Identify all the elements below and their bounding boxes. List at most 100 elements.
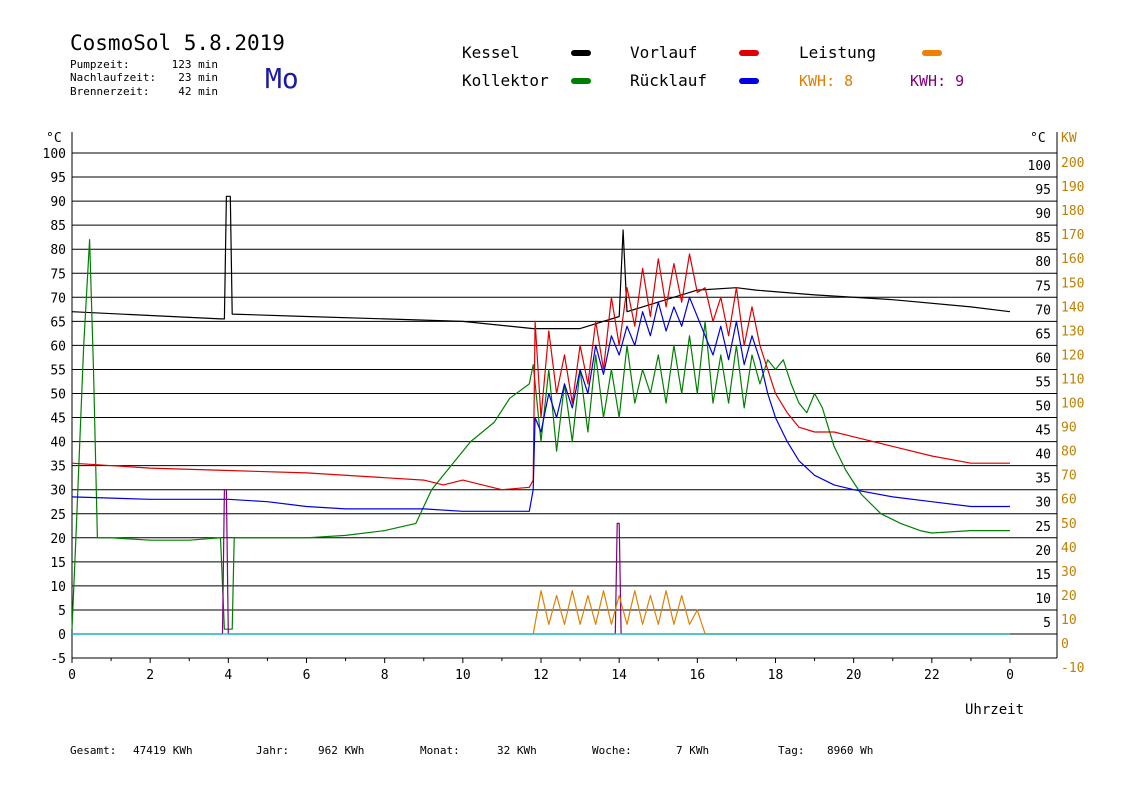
stat-label-brennerzeit: Brennerzeit: xyxy=(70,85,149,98)
x-tick-label: 16 xyxy=(690,668,706,683)
kw-tick-label: 110 xyxy=(1061,372,1084,387)
footer-label-woche: Woche: xyxy=(592,744,632,757)
x-tick-label: 10 xyxy=(455,668,471,683)
y-tick-label-right: 75 xyxy=(1035,279,1051,294)
y-tick-label-left: 35 xyxy=(50,460,66,475)
y-tick-label-right: 80 xyxy=(1035,255,1051,270)
y-tick-label-left: 40 xyxy=(50,436,66,451)
legend-swatch-vorlauf xyxy=(739,50,759,56)
series-line-kessel xyxy=(71,195,1011,330)
legend-label-vorlauf: Vorlauf xyxy=(630,43,697,62)
y-tick-label-right: 100 xyxy=(1028,159,1051,174)
footer-value-monat: 32 KWh xyxy=(497,744,537,757)
stats-block: Pumpzeit: 123 min Nachlaufzeit: 23 min B… xyxy=(70,58,218,98)
footer-value-gesamt: 47419 KWh xyxy=(133,744,193,757)
kw-tick-label: 140 xyxy=(1061,300,1084,315)
y-tick-label-left: -5 xyxy=(50,652,66,667)
stat-label-pumpzeit: Pumpzeit: xyxy=(70,58,130,71)
y-tick-label-left: 50 xyxy=(50,388,66,403)
x-tick-label: 14 xyxy=(611,668,627,683)
grid xyxy=(71,132,1058,664)
kwh-label-2: KWH: 9 xyxy=(910,72,964,90)
kw-tick-label: -10 xyxy=(1061,661,1084,676)
y-tick-label-left: 45 xyxy=(50,412,66,427)
y-tick-label-left: 75 xyxy=(50,267,66,282)
legend-swatch-leistung xyxy=(922,50,942,56)
kw-tick-label: 40 xyxy=(1061,541,1077,556)
y-tick-label-left: 0 xyxy=(58,628,66,643)
kw-tick-label: 20 xyxy=(1061,589,1077,604)
kw-tick-label: 170 xyxy=(1061,228,1084,243)
y-tick-label-left: 20 xyxy=(50,532,66,547)
y-tick-label-right: 25 xyxy=(1035,520,1051,535)
y-tick-label-right: 40 xyxy=(1035,448,1051,463)
kw-tick-label: 180 xyxy=(1061,204,1084,219)
kw-tick-label: 90 xyxy=(1061,421,1077,436)
x-axis-label: Uhrzeit xyxy=(965,702,1024,718)
x-tick-label: 4 xyxy=(224,668,232,683)
y-tick-label-right: 15 xyxy=(1035,568,1051,583)
kw-tick-label: 200 xyxy=(1061,156,1084,171)
footer-value-tag: 8960 Wh xyxy=(827,744,873,757)
y-unit-right: °C xyxy=(1030,131,1046,146)
legend-label-kessel: Kessel xyxy=(462,43,520,62)
y-tick-label-left: 100 xyxy=(43,147,66,162)
stat-value-pumpzeit: 123 min xyxy=(172,58,218,71)
series-lines xyxy=(71,195,1011,635)
legend-label-kollektor: Kollektor xyxy=(462,71,549,90)
x-tick-label: 6 xyxy=(303,668,311,683)
series-line-leistung xyxy=(532,590,1010,635)
footer-value-woche: 7 KWh xyxy=(676,744,709,757)
kw-tick-label: 190 xyxy=(1061,180,1084,195)
legend-swatch-kollektor xyxy=(571,78,591,84)
kwh-label-1: KWH: 8 xyxy=(799,72,853,90)
weekday-label: Mo xyxy=(265,62,299,95)
kw-tick-label: 80 xyxy=(1061,445,1077,460)
y-tick-label-right: 60 xyxy=(1035,351,1051,366)
y-tick-label-right: 95 xyxy=(1035,183,1051,198)
kw-tick-label: 60 xyxy=(1061,493,1077,508)
footer-label-tag: Tag: xyxy=(778,744,805,757)
chart-title: CosmoSol 5.8.2019 xyxy=(70,31,285,55)
series-line-vorlauf xyxy=(71,253,1010,491)
footer-label-gesamt: Gesamt: xyxy=(70,744,116,757)
kw-tick-label: 0 xyxy=(1061,637,1069,652)
footer-label-jahr: Jahr: xyxy=(256,744,289,757)
footer-stats: Gesamt: 47419 KWh Jahr: 962 KWh Monat: 3… xyxy=(70,744,873,757)
y-tick-label-left: 30 xyxy=(50,484,66,499)
y-tick-label-right: 10 xyxy=(1035,592,1051,607)
y-tick-label-right: 65 xyxy=(1035,327,1051,342)
y-tick-label-right: 85 xyxy=(1035,231,1051,246)
x-tick-label: 0 xyxy=(1006,668,1014,683)
y-unit-left: °C xyxy=(46,131,62,146)
y-tick-label-left: 10 xyxy=(50,580,66,595)
legend: Kessel Vorlauf Leistung Kollektor Rückla… xyxy=(462,43,964,90)
y-tick-label-left: 15 xyxy=(50,556,66,571)
y-tick-label-right: 70 xyxy=(1035,303,1051,318)
y-tick-label-left: 85 xyxy=(50,219,66,234)
y-tick-label-right: 50 xyxy=(1035,400,1051,415)
footer-value-jahr: 962 KWh xyxy=(318,744,364,757)
x-tick-label: 12 xyxy=(533,668,549,683)
legend-swatch-ruecklauf xyxy=(739,78,759,84)
y-tick-label-right: 55 xyxy=(1035,375,1051,390)
series-line-rcklauf xyxy=(71,296,1010,512)
kw-tick-label: 10 xyxy=(1061,613,1077,628)
y-tick-label-right: 30 xyxy=(1035,496,1051,511)
stat-value-nachlaufzeit: 23 min xyxy=(178,71,218,84)
x-tick-label: 0 xyxy=(68,668,76,683)
y-tick-label-left: 90 xyxy=(50,195,66,210)
tick-labels: 1009590858075706560555045403530252015105… xyxy=(43,147,1085,683)
stat-label-nachlaufzeit: Nachlaufzeit: xyxy=(70,71,156,84)
x-tick-label: 22 xyxy=(924,668,940,683)
y-tick-label-right: 35 xyxy=(1035,472,1051,487)
kw-tick-label: 120 xyxy=(1061,348,1084,363)
x-tick-label: 2 xyxy=(146,668,154,683)
legend-label-ruecklauf: Rücklauf xyxy=(630,71,707,90)
kw-tick-label: 50 xyxy=(1061,517,1077,532)
kw-tick-label: 100 xyxy=(1061,397,1084,412)
stat-value-brennerzeit: 42 min xyxy=(178,85,218,98)
y-tick-label-right: 5 xyxy=(1043,616,1051,631)
y-tick-label-right: 90 xyxy=(1035,207,1051,222)
kw-tick-label: 150 xyxy=(1061,276,1084,291)
